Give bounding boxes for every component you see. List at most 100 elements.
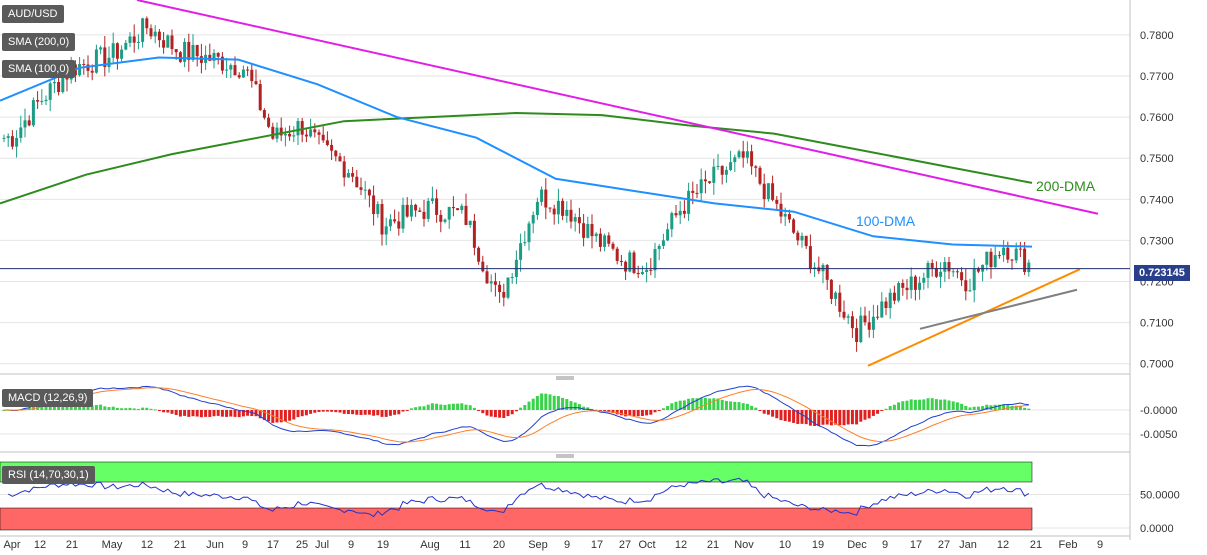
candle-body (267, 117, 271, 127)
candle-body (220, 56, 224, 71)
candle-body (586, 224, 590, 238)
candle-body (460, 205, 464, 211)
candle-body (258, 84, 262, 111)
macd-histogram-bar (783, 410, 787, 421)
candle-body (708, 181, 712, 183)
candle-body (943, 262, 947, 272)
candle-body (313, 129, 317, 133)
candle-body (540, 189, 544, 202)
macd-histogram-bar (115, 407, 119, 410)
macd-histogram-bar (204, 410, 208, 417)
macd-histogram-bar (380, 410, 384, 417)
y-tick-label: 0.7500 (1140, 153, 1174, 165)
candle-body (699, 179, 703, 194)
candle-body (376, 204, 380, 215)
pane-splitter-handle[interactable] (556, 376, 574, 380)
sma-200-legend[interactable]: SMA (200,0) (2, 33, 76, 51)
candle-body (477, 247, 481, 262)
x-tick-label: Feb (1059, 539, 1078, 551)
x-tick-label: 9 (242, 539, 248, 551)
macd-histogram-bar (338, 410, 342, 413)
x-tick-label: 27 (619, 539, 631, 551)
dma-200-annotation: 200-DMA (1036, 178, 1096, 194)
macd-histogram-bar (888, 406, 892, 410)
candle-body (939, 271, 943, 277)
pane-splitter-handle[interactable] (556, 454, 574, 458)
candle-body (846, 316, 850, 318)
candle-body (99, 47, 103, 50)
macd-histogram-bar (880, 410, 884, 411)
macd-histogram-bar (523, 404, 527, 410)
sma-100-legend[interactable]: SMA (100,0) (2, 60, 76, 78)
candle-body (556, 200, 560, 215)
macd-histogram-bar (842, 410, 846, 426)
candle-body (527, 223, 531, 243)
pair-label[interactable]: AUD/USD (2, 5, 64, 23)
candle-body (661, 240, 665, 246)
candle-body (787, 213, 791, 220)
candle-body (166, 35, 170, 48)
candle-body (1018, 248, 1022, 250)
macd-histogram-bar (733, 401, 737, 410)
candle-body (1027, 262, 1031, 273)
macd-histogram-bar (876, 410, 880, 414)
candle-body (363, 189, 367, 191)
x-tick-label: Dec (847, 539, 867, 551)
candle-body (850, 316, 854, 329)
current-price-tag: 0.723145 (1134, 265, 1190, 281)
candle-body (678, 210, 682, 216)
candle-body (859, 315, 863, 343)
macd-histogram-bar (506, 410, 510, 417)
x-tick-label: Sep (528, 539, 548, 551)
candle-body (1002, 247, 1006, 256)
macd-histogram-bar (892, 404, 896, 410)
x-tick-label: Nov (734, 539, 754, 551)
candle-body (1014, 248, 1018, 261)
macd-histogram-bar (817, 410, 821, 426)
macd-histogram-bar (233, 410, 237, 417)
macd-histogram-bar (451, 403, 455, 410)
resistance-trendline (136, 0, 1099, 215)
macd-histogram-bar (787, 410, 791, 422)
candle-body (548, 207, 552, 209)
macd-histogram-bar (699, 397, 703, 410)
macd-histogram-bar (120, 408, 124, 410)
macd-histogram-bar (636, 410, 640, 417)
candle-body (758, 167, 762, 184)
macd-histogram-bar (649, 410, 653, 415)
candle-body (393, 219, 397, 222)
macd-histogram-bar (565, 399, 569, 410)
x-tick-label: 20 (493, 539, 505, 551)
candle-body (619, 260, 623, 262)
rsi-legend[interactable]: RSI (14,70,30,1) (2, 466, 95, 484)
macd-histogram-bar (23, 408, 27, 410)
candle-body (871, 316, 875, 330)
macd-histogram-bar (657, 410, 661, 411)
macd-histogram-bar (94, 404, 98, 410)
candle-body (670, 213, 674, 230)
macd-histogram-bar (393, 410, 397, 415)
candle-body (44, 99, 48, 102)
dma-100-annotation: 100-DMA (856, 213, 916, 229)
candle-body (842, 311, 846, 318)
macd-histogram-bar (981, 406, 985, 410)
macd-histogram-bar (829, 410, 833, 426)
candle-body (229, 65, 233, 70)
macd-legend[interactable]: MACD (12,26,9) (2, 389, 94, 407)
macd-histogram-bar (859, 410, 863, 422)
candle-body (598, 233, 602, 247)
macd-histogram-bar (590, 408, 594, 410)
candle-body (36, 100, 40, 102)
candle-body (15, 137, 19, 147)
macd-histogram-bar (561, 397, 565, 410)
candle-body (435, 198, 439, 215)
candle-body (355, 176, 359, 188)
candle-body (552, 208, 556, 215)
macd-histogram-bar (246, 410, 250, 416)
macd-histogram-bar (708, 398, 712, 410)
candle-body (103, 47, 107, 68)
sma-100-line (0, 56, 1033, 248)
candle-body (603, 235, 607, 247)
candle-body (346, 173, 350, 178)
candle-body (892, 292, 896, 301)
